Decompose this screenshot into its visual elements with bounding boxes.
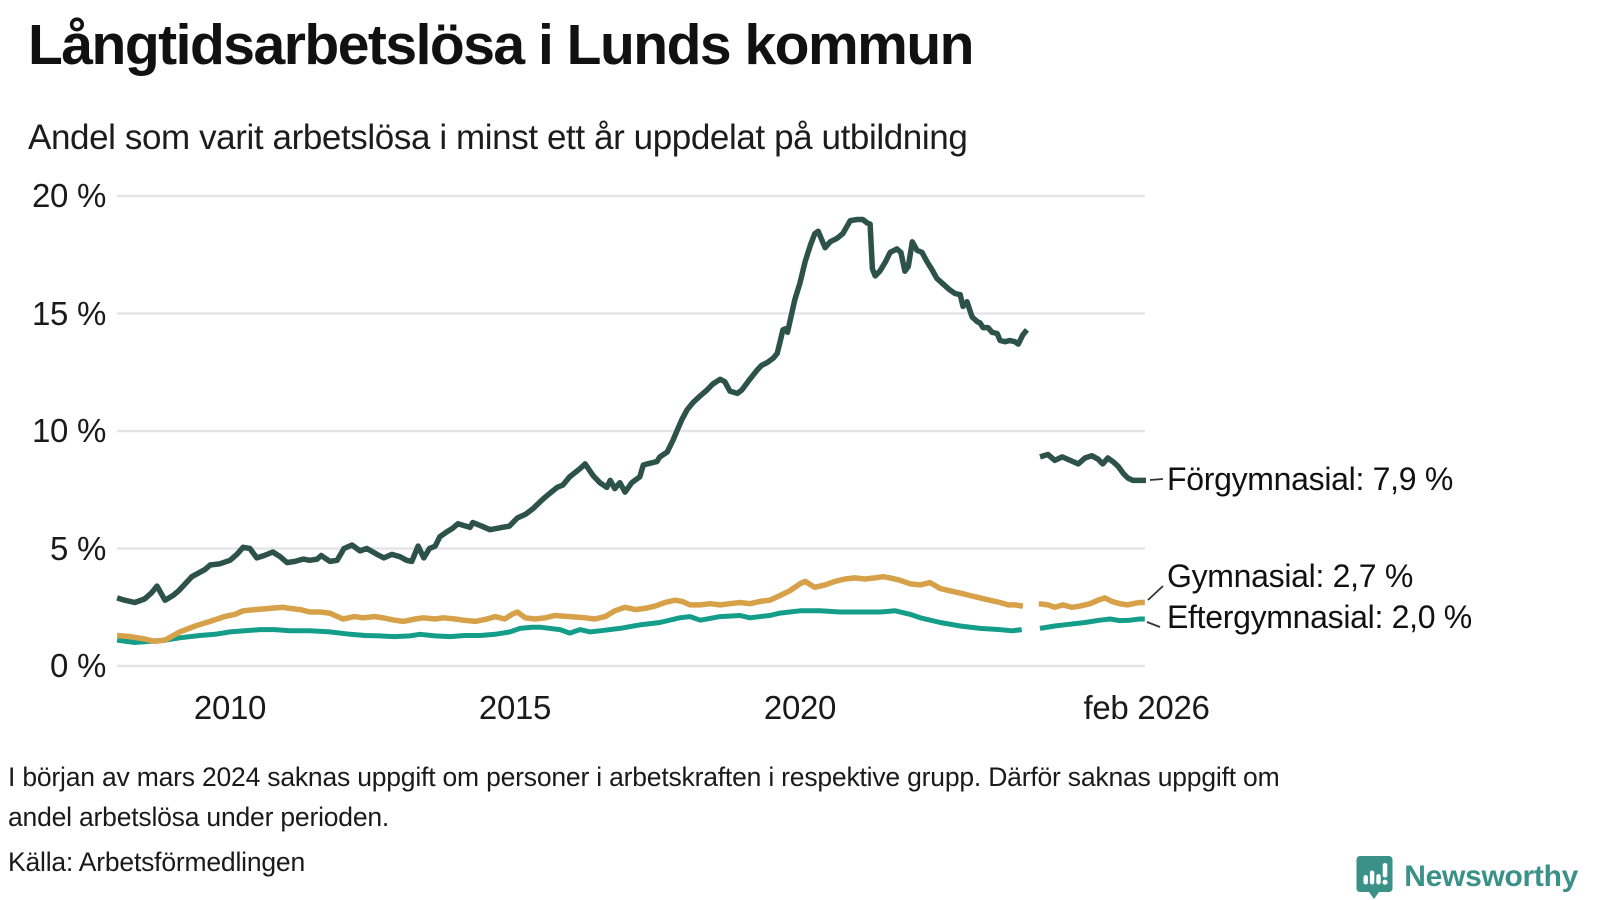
page-title: Långtidsarbetslösa i Lunds kommun: [28, 13, 974, 77]
leader-line-eftergymnasial: [1146, 621, 1161, 628]
series-line-eftergymnasial: [116, 608, 1145, 645]
footnote-line-1: I början av mars 2024 saknas uppgift om …: [8, 762, 1280, 792]
page-subtitle: Andel som varit arbetslösa i minst ett å…: [28, 118, 968, 157]
y-tick-label-15: 15 %: [31, 294, 106, 332]
footnote-line-2: andel arbetslösa under perioden.: [8, 802, 390, 832]
footnote: I början av mars 2024 saknas uppgift om …: [8, 757, 1568, 837]
newsworthy-logo-text: Newsworthy: [1404, 860, 1578, 893]
y-tick-label-20: 20 %: [31, 177, 106, 214]
x-tick-label-2015: 2015: [478, 689, 552, 726]
series-end-label-eftergymnasial: Eftergymnasial: 2,0 %: [1167, 599, 1472, 635]
series-line-forgymnasial: [116, 216, 1146, 606]
leader-line-forgymnasial: [1149, 478, 1164, 481]
leader-line-gymnasial: [1147, 585, 1164, 601]
source-note: Källa: Arbetsförmedlingen: [8, 847, 305, 877]
x-tick-label-feb-2026: feb 2026: [1083, 689, 1210, 726]
newsworthy-branding: Newsworthy: [1356, 855, 1578, 899]
series-end-label-forgymnasial: Förgymnasial: 7,9 %: [1167, 461, 1453, 497]
y-tick-label-10: 10 %: [31, 412, 106, 449]
newsworthy-logo-icon: [1356, 856, 1393, 899]
series-line-gymnasial: [116, 573, 1145, 645]
x-tick-label-2010: 2010: [193, 689, 267, 726]
series-end-label-gymnasial: Gymnasial: 2,7 %: [1167, 558, 1413, 594]
y-tick-label-5: 5 %: [50, 529, 106, 567]
y-tick-label-0: 0 %: [50, 647, 106, 684]
x-tick-label-2020: 2020: [763, 689, 837, 726]
